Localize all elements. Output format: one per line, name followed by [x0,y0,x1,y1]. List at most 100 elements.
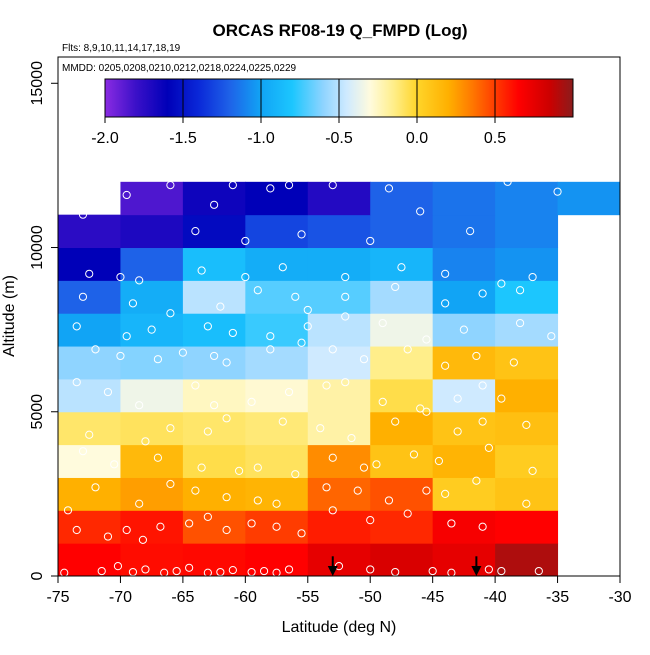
observation-point [441,361,450,370]
observation-point [472,476,481,485]
observation-point [222,358,231,367]
observation-point [497,279,506,288]
observation-point [284,181,294,190]
observation-point [138,535,148,544]
heatmap-cell [182,313,246,347]
heatmap-cell [432,313,496,347]
colorbar-tick-label: -0.5 [325,130,353,147]
observation-point [97,566,106,576]
heatmap-cell [495,543,559,577]
heatmap-cell [245,510,309,544]
observation-point [497,566,506,576]
observation-point [185,519,194,528]
heatmap-cell [370,247,434,281]
observation-point [409,450,419,459]
observation-point [116,351,125,361]
observation-point [116,272,125,282]
observation-point [397,263,406,272]
colorbar: -2.0 -1.5 -1.0 -0.5 0.0 0.5 [91,78,574,147]
x-tick-label: -60 [234,589,257,606]
observation-point [416,207,425,216]
y-tick-label: 15000 [29,61,46,106]
heatmap-cell [120,510,184,544]
heatmap-cell [370,444,434,478]
heatmap-cell [495,477,559,511]
observation-point [113,562,123,571]
observation-point [322,483,331,492]
observation-point [141,565,150,574]
observation-point [378,318,387,328]
observation-point [63,506,73,515]
observation-point [166,479,175,489]
observation-point [297,230,306,239]
heatmap-cell [120,444,184,478]
observation-point [453,394,462,403]
observation-point [384,184,394,193]
observation-point [278,263,287,272]
observation-point [434,456,444,466]
observation-point [291,292,300,301]
heatmap-cell [58,313,121,347]
observation-point [522,420,531,429]
observation-point [210,351,219,361]
observation-point [366,565,375,574]
observation-point [203,427,212,436]
observation-point [341,312,350,321]
heatmap-cell [245,378,309,413]
observation-point [228,565,237,575]
x-axis-label: Latitude (deg N) [282,619,397,636]
observation-point [72,525,81,535]
heatmap-cell [182,346,246,380]
observation-point [303,322,312,331]
observation-point [259,566,269,576]
observation-point [478,522,487,531]
heatmap-cell [182,477,246,511]
observation-point [191,486,200,495]
observation-point [484,443,493,452]
observation-point [316,424,325,433]
heatmap-cell [370,543,434,577]
heatmap-cell [120,214,184,249]
observation-point [122,525,131,535]
heatmap-cell [495,346,559,380]
observation-point [253,496,262,505]
observation-point [422,486,431,495]
colorbar-tick-label: -2.0 [91,130,119,147]
heatmap-cell [432,378,496,413]
marker-arrows [327,556,482,576]
heatmap-cell [245,247,309,281]
heatmap-cell [245,181,309,216]
observation-point [378,397,387,407]
heatmap-cell [245,313,309,347]
y-axis: 0 5000 10000 15000 [29,61,58,580]
heatmap-cell [182,378,246,413]
observation-point [472,351,481,361]
chart-title: ORCAS RF08-19 Q_FMPD (Log) [212,21,467,40]
observation-point [522,499,531,508]
heatmap-cell [432,510,496,544]
observation-point [222,525,231,535]
heatmap-cell [307,378,371,413]
observation-point [191,226,200,236]
heatmap-cell [495,510,559,544]
observation-point [297,529,306,538]
heatmap-cells [58,181,621,577]
heatmap-cell [182,510,246,544]
x-tick-label: -30 [608,589,631,606]
heatmap-cell [307,313,371,347]
arrow-marker [471,556,482,576]
y-tick-label: 5000 [29,394,46,430]
observation-point [228,181,237,190]
observation-point [384,496,394,505]
observation-point [78,292,88,301]
observation-point [135,276,144,285]
heatmap-cell [120,378,184,413]
observation-point [341,292,350,301]
heatmap-cell [307,280,371,314]
observation-point [341,378,350,387]
plot-frame [57,56,621,577]
observation-point [228,328,237,338]
observation-point [266,332,275,341]
observation-point [78,447,88,456]
observation-point [266,184,275,193]
